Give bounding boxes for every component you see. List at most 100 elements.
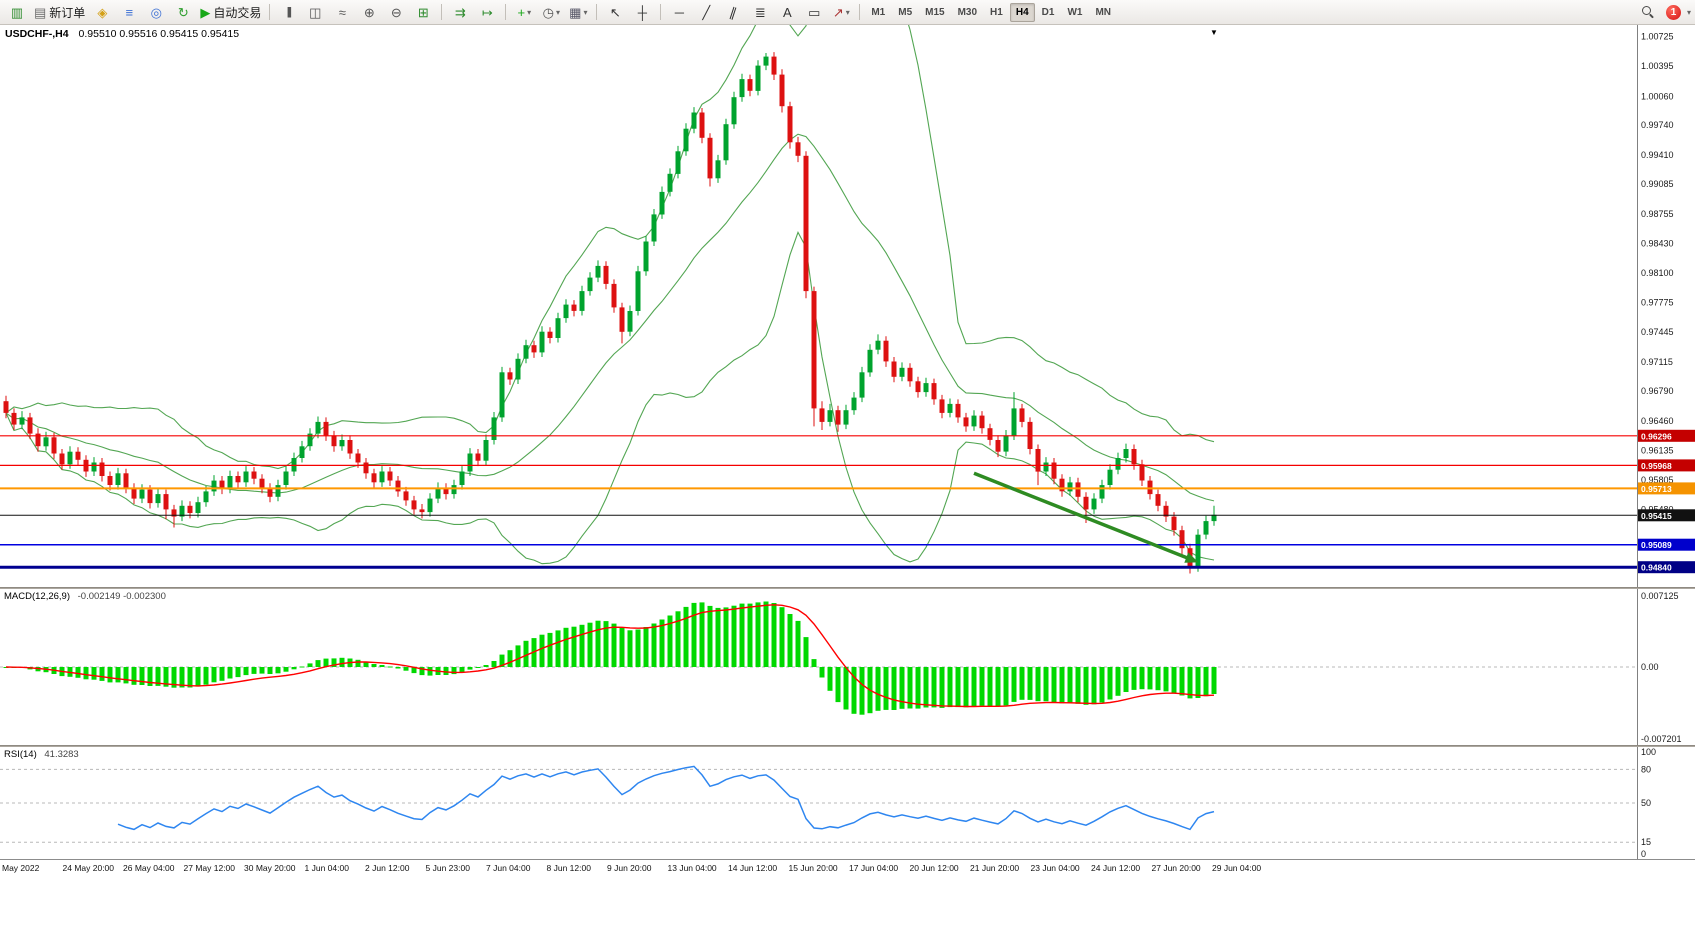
rsi-label: RSI(14) 41.3283 <box>4 749 79 760</box>
arrows-icon[interactable]: ↗ ▾ <box>828 2 854 22</box>
timeframe-buttons: M1 M5 M15 M30 H1 H4 D1 W1 MN <box>865 2 1117 22</box>
timeframe-m15[interactable]: M15 <box>925 6 945 18</box>
text-icon[interactable]: A <box>774 2 800 22</box>
macd-axis-max: 0.007125 <box>1641 591 1679 601</box>
rsi-axis-label: 80 <box>1641 764 1651 774</box>
macd-chart[interactable]: 0.007125 0.00 -0.007201 <box>0 589 1695 745</box>
navigator-icon: ◎ <box>150 4 162 20</box>
timeframe-m5[interactable]: M5 <box>898 6 913 18</box>
time-label: 27 May 12:00 <box>183 863 236 873</box>
chart-ohlc-values: 0.95510 0.95516 0.95415 0.95415 <box>78 28 240 40</box>
line-chart-icon: ≈ <box>338 4 346 20</box>
zoom-in-icon[interactable]: ⊕ <box>356 2 382 22</box>
text-label-icon: ▭ <box>808 4 821 20</box>
indicators-icon[interactable]: + ▾ <box>511 2 537 22</box>
timeframe-m30[interactable]: M30 <box>957 6 978 18</box>
autotrade-button[interactable]: ▶ 自动交易 <box>197 2 264 22</box>
candlestick-chart-icon: ◫ <box>309 4 322 20</box>
panel-splitter[interactable] <box>0 587 1695 589</box>
text-label-icon[interactable]: ▭ <box>801 2 827 22</box>
chart-title: USDCHF-,H4 0.95510 0.95516 0.95415 0.954… <box>5 28 239 40</box>
toolbar-separator <box>596 4 598 20</box>
macd-label: MACD(12,26,9) -0.002149 -0.002300 <box>4 591 166 602</box>
trend-arrow[interactable] <box>973 471 1191 561</box>
autorefresh-icon[interactable]: ↻ <box>170 2 196 22</box>
time-label: 29 Jun 04:00 <box>1212 863 1262 873</box>
timeframe-h4[interactable]: H4 <box>1009 2 1035 22</box>
price-tick: 0.96790 <box>1641 386 1674 396</box>
auto-scroll-icon[interactable]: ⇉ <box>447 2 473 22</box>
time-axis[interactable]: May 2022 24 May 20:00 26 May 04:00 27 May 1… <box>0 859 1695 878</box>
time-label: 26 May 04:00 <box>123 863 175 873</box>
zoom-out-icon[interactable]: ⊖ <box>383 2 409 22</box>
price-tick: 0.97445 <box>1641 327 1674 337</box>
price-label-badge <box>1638 561 1695 574</box>
data-window-icon: ◈ <box>97 4 108 20</box>
arrows-icon: ↗ <box>832 4 844 20</box>
time-label: 1 Jun 04:00 <box>304 863 349 873</box>
time-label: 17 Jun 04:00 <box>849 863 899 873</box>
price-tick: 0.98755 <box>1641 209 1674 219</box>
toolbar-separator <box>505 4 507 20</box>
tile-windows-icon[interactable]: ⊞ <box>410 2 436 22</box>
price-label-text: 0.95968 <box>1641 461 1672 471</box>
timeframe-w1[interactable]: W1 <box>1067 6 1083 18</box>
timeframe-d1[interactable]: D1 <box>1041 6 1055 18</box>
search-icon[interactable] <box>1636 2 1662 22</box>
price-tick: 0.99740 <box>1641 120 1674 130</box>
horizontal-line-icon: ─ <box>674 4 684 20</box>
macd-name: MACD(12,26,9) <box>4 591 70 602</box>
price-tick: 1.00395 <box>1641 61 1674 71</box>
price-tick: 0.96135 <box>1641 445 1674 455</box>
price-label-badge <box>1638 509 1695 522</box>
market-watch-icon[interactable]: ≡ <box>116 2 142 22</box>
autotrade-button: ▶ <box>200 4 211 20</box>
price-tick: 0.96460 <box>1641 416 1674 426</box>
toolbar-separator <box>441 4 443 20</box>
navigator-icon[interactable]: ◎ <box>143 2 169 22</box>
rsi-chart[interactable]: 100 80 50 15 0 <box>0 747 1695 859</box>
rsi-line <box>117 765 1215 831</box>
time-label: 30 May 20:00 <box>244 863 296 873</box>
notification-badge[interactable]: 1 <box>1665 4 1681 20</box>
time-label: 27 Jun 20:00 <box>1151 863 1201 873</box>
panel-splitter[interactable] <box>0 745 1695 747</box>
rsi-axis-label: 15 <box>1641 837 1651 847</box>
time-label: 14 Jun 12:00 <box>728 863 778 873</box>
price-label-text: 0.96296 <box>1641 431 1672 441</box>
chevron-down-icon[interactable]: ▾ <box>1686 7 1691 17</box>
equidistant-channel-icon[interactable]: ∥ <box>720 2 746 22</box>
rsi-axis-label: 100 <box>1641 747 1656 757</box>
autorefresh-icon: ↻ <box>177 4 189 20</box>
timeframe-m1[interactable]: M1 <box>871 6 886 18</box>
new-order-button[interactable]: ▤ 新订单 <box>31 2 88 22</box>
trendline-icon[interactable]: ╱ <box>693 2 719 22</box>
time-label: 21 Jun 20:00 <box>970 863 1020 873</box>
time-label: 7 Jun 04:00 <box>486 863 531 873</box>
bollinger-middle-band <box>5 133 1215 502</box>
bar-chart-icon[interactable]: ||| <box>275 2 301 22</box>
chart-shift-icon[interactable]: ↦ <box>474 2 500 22</box>
timeframe-h1[interactable]: H1 <box>990 6 1003 18</box>
periods-icon[interactable]: ◷ ▾ <box>538 2 564 22</box>
chart-window-icon[interactable]: ▥ <box>4 2 30 22</box>
fibonacci-icon[interactable]: ≣ <box>747 2 773 22</box>
candlestick-chart-icon[interactable]: ◫ <box>302 2 328 22</box>
line-chart-icon[interactable]: ≈ <box>329 2 355 22</box>
horizontal-line-icon[interactable]: ─ <box>666 2 692 22</box>
macd-histogram <box>3 601 1217 715</box>
templates-icon[interactable]: ▦ ▾ <box>565 2 591 22</box>
auto-scroll-icon: ⇉ <box>454 4 466 20</box>
chevron-down-icon: ▾ <box>555 7 560 17</box>
time-label: 23 Jun 04:00 <box>1030 863 1080 873</box>
data-window-icon[interactable]: ◈ <box>89 2 115 22</box>
bollinger-lower-band <box>5 231 1215 565</box>
price-chart[interactable]: ▼ 1.00725 1.00395 1.00060 0.99740 0.99410 0.99… <box>0 25 1695 587</box>
time-label: 2 Jun 12:00 <box>365 863 410 873</box>
new-order-button-label: 新订单 <box>49 5 86 20</box>
cursor-icon[interactable]: ↖ <box>602 2 628 22</box>
timeframe-mn[interactable]: MN <box>1095 6 1111 18</box>
price-label-text: 0.95415 <box>1641 511 1672 521</box>
crosshair-icon[interactable]: ┼ <box>629 2 655 22</box>
